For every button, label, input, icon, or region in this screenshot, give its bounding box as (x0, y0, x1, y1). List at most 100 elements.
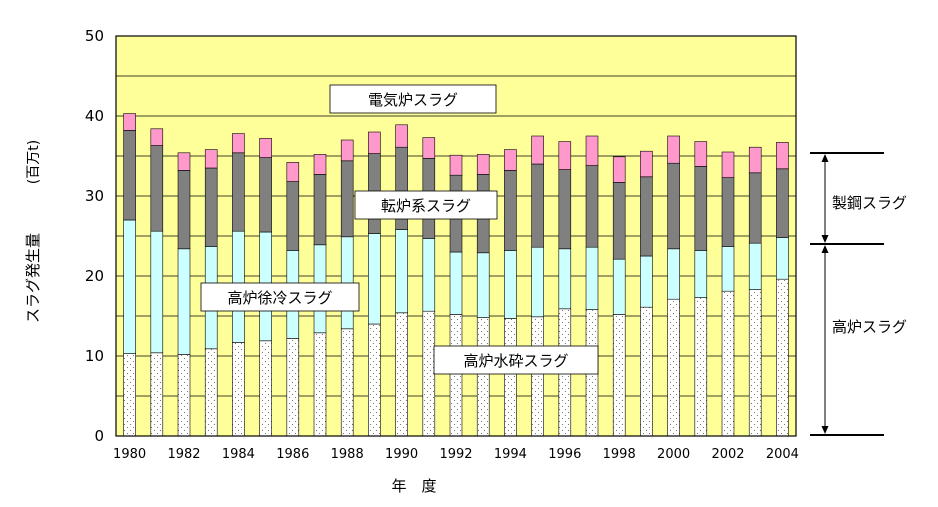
y-axis-title: スラグ発生量 (24, 233, 42, 323)
bar-segment-3-2003 (748, 146, 762, 174)
bar-segment-3-1984 (232, 133, 245, 154)
bar-segment-3-2000 (667, 135, 680, 164)
y-axis-unit: (百万t) (26, 140, 42, 184)
bar-segment-3-1981 (150, 128, 164, 146)
bar-segment-0-1989 (368, 323, 381, 437)
bar-segment-1-1989 (368, 233, 381, 325)
x-tick-label: 1982 (167, 447, 200, 462)
bar-segment-2-1981 (150, 145, 164, 232)
series-label-electric: 電気炉スラグ (329, 84, 497, 114)
bar-segment-0-2001 (694, 297, 708, 437)
bracket-steelmaking-arrow-up (821, 154, 829, 162)
bar-segment-2-2003 (748, 172, 762, 244)
series-label-converter: 転炉系スラグ (354, 190, 498, 220)
bar-segment-0-1987 (313, 332, 327, 437)
bar-segment-1-1991 (422, 238, 436, 312)
bar-segment-3-1988 (340, 139, 354, 162)
bar-segment-3-2002 (721, 151, 735, 178)
bar-segment-0-1998 (612, 314, 626, 437)
bar-segment-3-1990 (395, 124, 408, 148)
bar-segment-3-1994 (504, 149, 517, 171)
x-tick-label: 2002 (711, 447, 744, 462)
series-label-bf-granulated-text: 高炉水砕スラグ (463, 352, 568, 370)
bar-segment-0-1995 (531, 316, 544, 437)
x-tick-label: 1980 (113, 447, 146, 462)
bar-segment-3-1982 (177, 152, 191, 171)
bar-segment-1-1992 (449, 251, 463, 315)
bar-segment-3-1993 (476, 154, 490, 175)
bars (123, 113, 789, 437)
bar-segment-2-1997 (585, 165, 599, 248)
y-tick-labels: 0 10 20 30 40 50 (85, 27, 104, 445)
bar-segment-3-1987 (313, 154, 327, 175)
bar-segment-0-1983 (204, 348, 218, 437)
bar-segment-1-1998 (612, 258, 626, 315)
y-tick-label: 30 (85, 187, 104, 205)
bar-segment-1-1994 (504, 250, 517, 319)
x-tick-label: 1990 (385, 447, 418, 462)
bar-segment-3-1998 (612, 156, 626, 183)
x-tick-label: 1992 (439, 447, 472, 462)
bar-segment-0-2000 (667, 298, 680, 437)
x-tick-label: 2000 (657, 447, 690, 462)
bar-segment-1-1993 (476, 252, 490, 318)
bar-segment-0-2004 (776, 278, 789, 437)
bar-segment-2-1988 (340, 160, 354, 238)
bar-segment-0-1990 (395, 312, 408, 437)
bar-segment-0-2003 (748, 289, 762, 437)
bar-segment-0-1999 (640, 306, 653, 437)
bar-segment-1-2002 (721, 246, 735, 292)
bar-segment-2-2000 (667, 162, 680, 250)
bar-segment-3-2001 (694, 141, 708, 167)
y-tick-label: 0 (94, 427, 104, 445)
bar-segment-2-2002 (721, 177, 735, 247)
bar-segment-2-1983 (204, 167, 218, 247)
bar-segment-0-1986 (286, 338, 300, 437)
bar-segment-0-1988 (340, 328, 354, 437)
bar-segment-0-1992 (449, 314, 463, 437)
x-tick-label: 1984 (222, 447, 255, 462)
bar-segment-1-1980 (123, 219, 136, 354)
bar-segment-1-1999 (640, 255, 653, 308)
bar-segment-0-2002 (721, 290, 735, 437)
bar-segment-0-1982 (177, 354, 191, 437)
bar-segment-0-1993 (476, 317, 490, 437)
plot-frame (115, 35, 797, 437)
bracket-blastfurnace-arrow-up (821, 245, 829, 253)
bar-segment-3-2004 (776, 142, 789, 170)
bar-segment-2-2004 (776, 168, 789, 238)
x-tick-label: 1986 (276, 447, 309, 462)
x-tick-label: 1996 (548, 447, 581, 462)
bar-segment-1-2001 (694, 250, 708, 298)
x-tick-label: 1998 (603, 447, 636, 462)
x-tick-label: 1988 (331, 447, 364, 462)
x-axis-title: 年 度 (391, 477, 436, 495)
bar-segment-3-1991 (422, 137, 436, 159)
bar-segment-2-1999 (640, 176, 653, 257)
bar-segment-2-1982 (177, 170, 191, 250)
bar-segment-0-1985 (259, 340, 272, 437)
bar-segment-2-1985 (259, 157, 272, 233)
bar-segment-1-2004 (776, 237, 789, 280)
bar-segment-0-1991 (422, 310, 436, 437)
category-brackets: 製鋼スラグ 高炉スラグ (810, 152, 907, 436)
bar-segment-3-1983 (204, 149, 218, 169)
y-tick-label: 20 (85, 267, 104, 285)
bar-segment-3-1997 (585, 135, 599, 166)
x-tick-labels: 1980 1982 1984 1986 1988 1990 1992 1994 1996 1998… (113, 447, 799, 462)
series-label-electric-text: 電気炉スラグ (368, 91, 458, 109)
bar-segment-3-1989 (368, 131, 381, 154)
bar-segment-2-1986 (286, 181, 300, 251)
bar-segment-1-1981 (150, 230, 164, 354)
bar-segment-2-1980 (123, 130, 136, 221)
bar-segment-2-1995 (531, 163, 544, 248)
bar-segment-3-1986 (286, 162, 300, 182)
y-tick-label: 50 (85, 27, 104, 45)
bar-segment-2-1994 (504, 170, 517, 251)
series-label-converter-text: 転炉系スラグ (381, 197, 471, 215)
bar-segment-2-1987 (313, 174, 327, 246)
bar-segment-2-1984 (232, 152, 245, 232)
x-tick-label: 2004 (766, 447, 799, 462)
bar-segment-1-1995 (531, 246, 544, 318)
bracket-blastfurnace-label: 高炉スラグ (832, 318, 907, 336)
